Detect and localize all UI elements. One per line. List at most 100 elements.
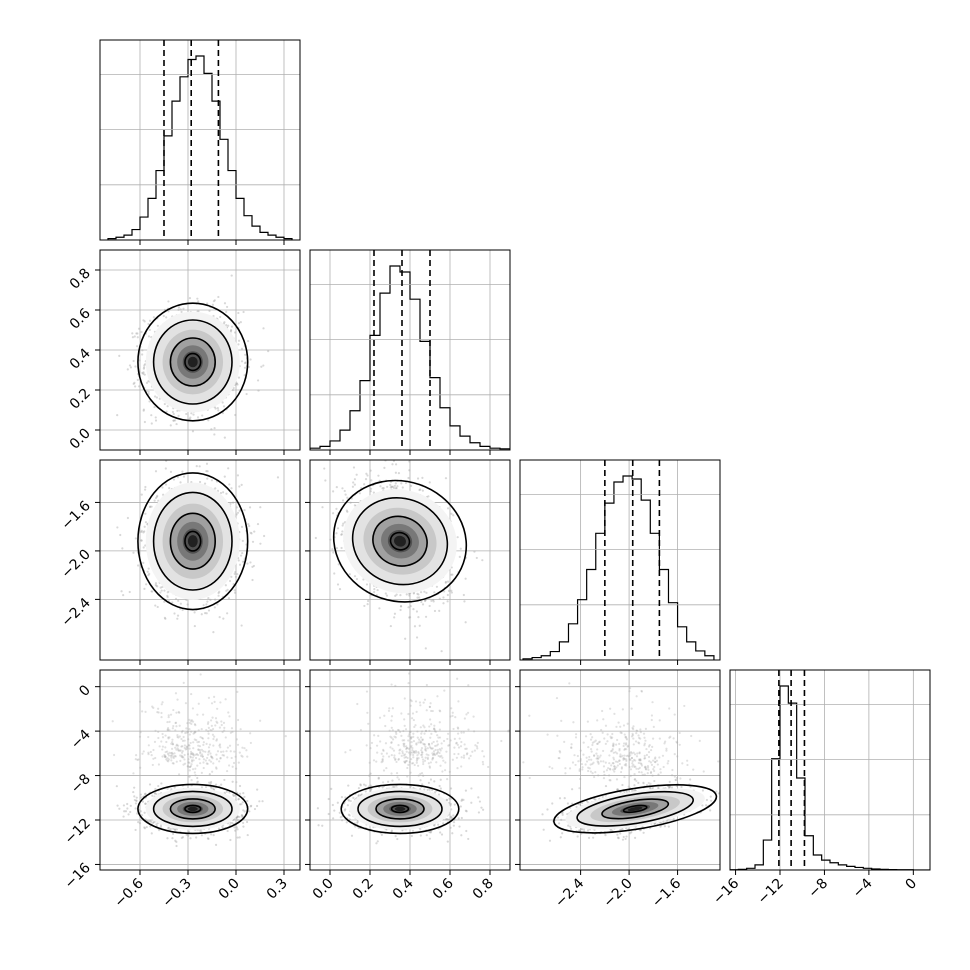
scatter-point <box>142 367 145 370</box>
scatter-point <box>394 463 398 466</box>
scatter-point <box>167 826 170 830</box>
scatter-point <box>214 487 217 490</box>
contour-level-3 <box>184 352 202 372</box>
scatter-point <box>235 513 238 516</box>
scatter-point <box>446 593 449 597</box>
scatter-point <box>213 433 216 436</box>
scatter-point <box>217 295 220 299</box>
scatter-point <box>231 780 234 783</box>
scatter-point <box>212 834 215 837</box>
scatter-point <box>243 795 246 799</box>
scatter-point <box>179 308 182 311</box>
scatter-point <box>187 834 190 837</box>
scatter-point <box>217 594 220 597</box>
scatter-point <box>249 531 252 534</box>
scatter-point <box>171 837 174 840</box>
scatter-point <box>148 505 152 509</box>
scatter-point <box>389 486 392 489</box>
contour-level-0 <box>332 479 468 603</box>
scatter-point <box>132 382 135 386</box>
scatter-point <box>146 570 149 573</box>
scatter-point <box>473 550 476 553</box>
scatter-point <box>399 594 402 597</box>
scatter-point <box>381 487 384 490</box>
scatter-point <box>372 491 375 494</box>
contour-lines-1 <box>137 472 249 611</box>
scatter-point <box>236 836 239 839</box>
scatter-point <box>206 302 209 305</box>
scatter-point <box>350 497 353 500</box>
panel-background <box>520 460 720 660</box>
scatter-point <box>136 812 139 815</box>
scatter-point <box>239 554 243 557</box>
scatter-point <box>238 563 242 566</box>
scatter-point <box>181 608 184 612</box>
scatter-point <box>392 486 396 490</box>
scatter-point <box>153 395 157 398</box>
scatter-point <box>196 297 199 300</box>
contour-lines-0 <box>137 302 249 422</box>
scatter-point <box>341 499 345 502</box>
scatter-point <box>140 796 143 799</box>
scatter-point <box>135 332 138 335</box>
scatter-point <box>156 585 159 588</box>
scatter-point <box>442 596 445 599</box>
scatter-point <box>242 792 245 795</box>
scatter-point <box>226 612 229 615</box>
scatter-point <box>443 590 446 593</box>
scatter-point <box>179 481 182 484</box>
scatter-point <box>251 578 254 582</box>
scatter-point <box>143 373 146 376</box>
scatter-point <box>365 583 369 586</box>
scatter-point <box>399 605 403 608</box>
scatter-point <box>349 501 352 504</box>
scatter-point <box>144 363 147 366</box>
histogram-step-2 <box>522 475 715 660</box>
scatter-point <box>452 514 455 517</box>
scatter-point <box>234 413 237 417</box>
scatter-point <box>243 366 247 369</box>
scatter-point <box>240 483 243 486</box>
scatter-point <box>243 374 246 377</box>
scatter-point <box>180 310 183 314</box>
scatter-point <box>190 412 193 415</box>
scatter-point <box>143 793 147 796</box>
scatter-point <box>236 511 240 514</box>
scatter-point <box>222 617 225 620</box>
panel-content <box>100 670 300 870</box>
scatter-point <box>148 328 151 332</box>
scatter-point <box>420 600 423 604</box>
scatter-point <box>234 570 237 574</box>
scatter-point <box>223 436 226 439</box>
scatter-point <box>154 787 157 791</box>
scatter-point <box>159 825 163 829</box>
scatter-point <box>423 599 427 603</box>
scatter-point <box>223 778 226 782</box>
scatter-point <box>147 574 150 577</box>
scatter-point <box>156 605 159 609</box>
density-cell <box>187 535 198 548</box>
scatter-point <box>145 583 148 586</box>
scatter-point <box>444 581 447 584</box>
scatter-point <box>376 588 379 592</box>
scatter-point <box>256 379 260 382</box>
scatter-point <box>409 604 412 608</box>
scatter-point <box>391 485 395 488</box>
scatter-point <box>206 600 209 603</box>
panel-content <box>100 40 300 240</box>
scatter-point <box>166 591 169 594</box>
scatter-point <box>353 504 356 507</box>
scatter-point <box>159 824 163 827</box>
scatter-point <box>324 479 327 482</box>
scatter-point <box>166 594 169 597</box>
scatter-point <box>386 485 389 488</box>
scatter-point <box>244 353 247 356</box>
scatter-point <box>446 507 450 510</box>
scatter-point <box>248 506 252 509</box>
scatter-point <box>276 476 280 479</box>
scatter-point <box>208 309 211 312</box>
scatter-point <box>247 365 251 369</box>
scatter-point <box>340 533 343 536</box>
scatter-point <box>212 786 215 789</box>
scatter-point <box>355 577 359 581</box>
